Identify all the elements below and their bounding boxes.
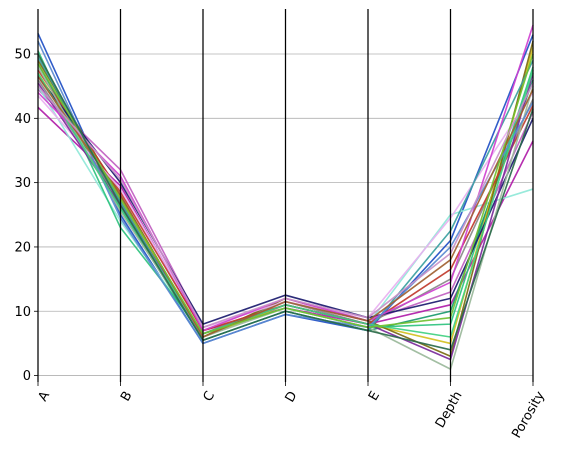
y-tick-label-20: 20 bbox=[14, 240, 31, 255]
y-tick-label-50: 50 bbox=[14, 48, 31, 63]
y-tick-label-0: 0 bbox=[23, 369, 31, 384]
axis-label-depth: Depth bbox=[433, 389, 466, 431]
y-axis-ticks: 0 10 20 30 40 50 bbox=[14, 48, 38, 384]
y-tick-label-10: 10 bbox=[14, 305, 31, 320]
y-tick-label-40: 40 bbox=[14, 112, 31, 127]
axis-label-porosity: Porosity bbox=[509, 389, 548, 441]
axis-label-c: C bbox=[201, 389, 219, 404]
y-tick-label-30: 30 bbox=[14, 176, 31, 191]
axes bbox=[37, 9, 534, 382]
axis-label-d: D bbox=[283, 389, 301, 405]
axis-label-b: B bbox=[118, 389, 135, 404]
axis-label-a: A bbox=[36, 389, 53, 404]
axis-labels: A B C D E Depth Porosity bbox=[36, 382, 548, 441]
axis-label-e: E bbox=[366, 389, 383, 404]
